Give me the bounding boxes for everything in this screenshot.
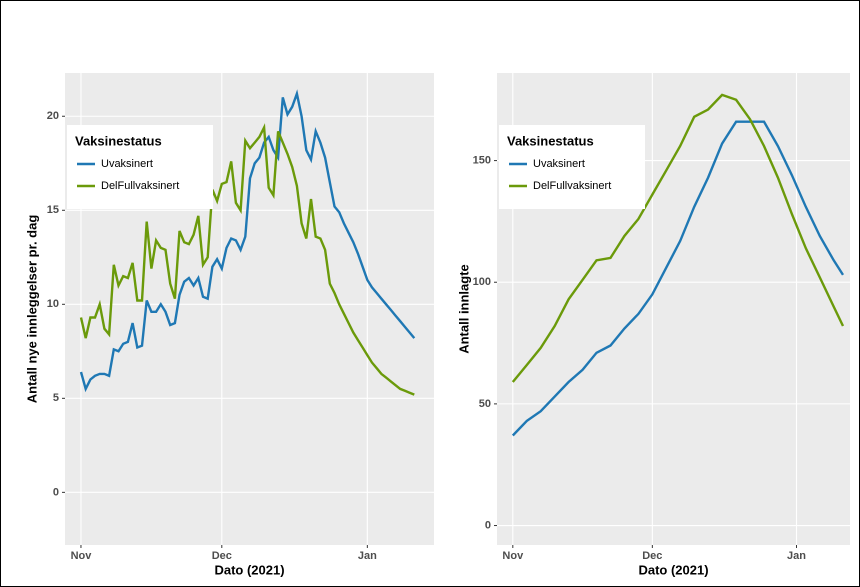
series-line (79, 123, 415, 396)
y-tick-label: 100 (473, 276, 491, 288)
legend-label: Uvaksinert (533, 158, 585, 170)
x-tick-label: Jan (787, 550, 806, 562)
y-tick-label: 20 (47, 110, 59, 122)
x-tick-label: Dec (642, 550, 662, 562)
legend-box (499, 125, 645, 209)
x-tick-label: Nov (502, 550, 524, 562)
legend-label: DelFullvaksinert (101, 180, 179, 192)
y-axis-title: Antall innlagte (456, 264, 471, 354)
legend-label: DelFullvaksinert (533, 180, 611, 192)
legend-title: Vaksinestatus (75, 133, 162, 148)
x-axis-title: Dato (2021) (638, 562, 708, 577)
y-axis-title: Antall nye innleggelser pr. dag (24, 215, 39, 404)
y-tick-label: 5 (53, 392, 59, 404)
x-tick-label: Dec (212, 550, 232, 562)
legend-title: Vaksinestatus (507, 133, 594, 148)
x-tick-label: Nov (71, 550, 93, 562)
legend-label: Uvaksinert (101, 158, 153, 170)
legend-box (67, 125, 213, 209)
y-tick-label: 50 (479, 398, 491, 410)
y-tick-label: 10 (47, 298, 59, 310)
series-line (79, 89, 416, 393)
x-axis-title: Dato (2021) (214, 562, 284, 577)
y-tick-label: 15 (47, 204, 59, 216)
y-tick-label: 0 (53, 486, 59, 498)
series-line (511, 120, 845, 437)
series-line (511, 93, 845, 383)
y-tick-label: 150 (473, 154, 491, 166)
x-tick-label: Jan (358, 550, 377, 562)
y-tick-label: 0 (485, 519, 491, 531)
